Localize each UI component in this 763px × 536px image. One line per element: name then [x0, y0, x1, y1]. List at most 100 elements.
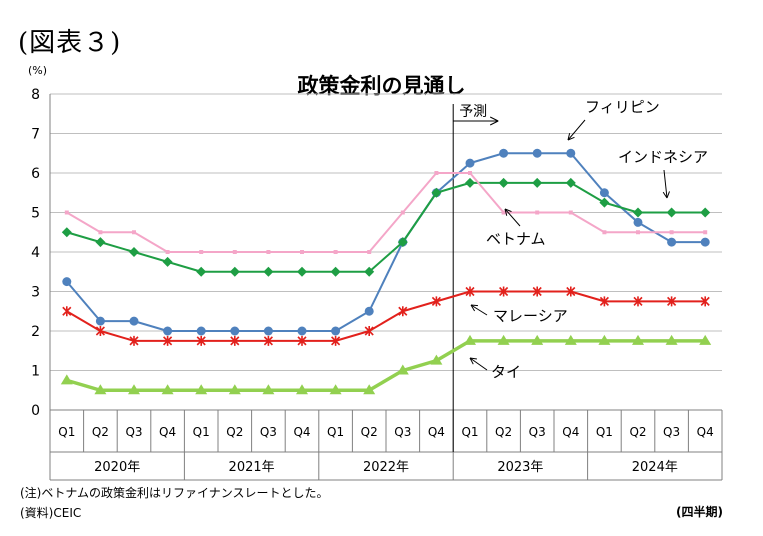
data-point [464, 334, 476, 345]
data-point [666, 207, 677, 218]
data-point [499, 148, 509, 158]
x-tick-label: Q4 [562, 425, 579, 439]
series-star [62, 286, 710, 346]
data-point [132, 230, 136, 235]
frequency-label: (四半期) [676, 505, 723, 519]
figure-label: (図表３) [18, 28, 122, 58]
data-point [398, 306, 408, 317]
x-tick-label: Q1 [596, 425, 613, 439]
data-point [599, 188, 609, 198]
annotation-arrowhead [662, 191, 670, 199]
annotation-arrowhead [470, 304, 479, 312]
data-point [263, 335, 273, 346]
data-point [599, 296, 609, 307]
data-point [95, 326, 105, 336]
x-tick-label: Q3 [260, 425, 277, 439]
series-square [64, 171, 708, 254]
x-tick-label: Q2 [92, 425, 109, 439]
x-tick-label: Q3 [529, 425, 546, 439]
series-line [66, 172, 706, 253]
data-point [230, 326, 240, 336]
data-point [329, 384, 342, 395]
data-point [532, 177, 543, 188]
series-label: マレーシア [493, 307, 568, 325]
data-point [566, 148, 576, 158]
data-point [532, 286, 542, 297]
data-point [300, 250, 304, 254]
y-tick-label: 3 [31, 285, 40, 301]
series-triangle [60, 334, 712, 395]
data-point [499, 286, 509, 297]
y-tick-label: 7 [31, 127, 40, 143]
series-line [66, 181, 706, 273]
data-point [665, 334, 678, 345]
data-point [434, 171, 439, 175]
data-point [228, 384, 241, 395]
data-point [330, 266, 341, 277]
data-point [667, 296, 677, 307]
y-tick-label: 5 [31, 206, 40, 222]
series-label: フィリピン [585, 98, 660, 116]
data-point [98, 230, 103, 235]
year-label: 2024年 [632, 460, 678, 475]
y-tick-label: 2 [31, 324, 40, 340]
year-label: 2023年 [497, 460, 543, 475]
data-point [62, 277, 72, 287]
y-axis-ticks: 0 1 2 3 4 5 6 7 8 [31, 87, 40, 419]
data-point [263, 326, 273, 336]
annotation-arrow [504, 208, 521, 227]
annotation-arrowhead [504, 208, 512, 216]
annotation-arrow [470, 304, 488, 316]
x-axis: Q1 Q2 Q3 Q4 Q1 Q2 Q3 Q4 Q1 Q2 Q3 Q4 Q1 Q2 Q3 Q4 Q1 Q2 Q3 Q4… [49, 94, 723, 481]
x-tick-label: Q1 [193, 425, 210, 439]
data-point [367, 250, 372, 254]
data-point [501, 210, 506, 215]
data-point [128, 384, 140, 395]
data-point [196, 335, 206, 346]
data-point [564, 334, 577, 345]
data-point [331, 335, 341, 346]
data-point [531, 334, 544, 345]
series-label: ベトナム [486, 230, 546, 248]
footnote-source: (資料)CEIC [20, 506, 82, 520]
data-point [129, 335, 139, 346]
data-point [364, 306, 374, 316]
data-point [602, 230, 607, 235]
data-point [62, 306, 72, 317]
footnote-note: (注)ベトナムの政策金利はリファイナンスレートとした。 [20, 486, 329, 500]
data-point [465, 177, 475, 188]
data-point [632, 334, 644, 345]
data-point [364, 266, 375, 277]
data-point [230, 335, 240, 346]
data-point [700, 237, 710, 247]
data-point [161, 384, 174, 395]
data-point [297, 266, 307, 277]
data-point [468, 171, 472, 175]
x-tick-label: Q4 [293, 425, 310, 439]
data-point [262, 384, 275, 395]
x-tick-label: Q3 [125, 425, 142, 439]
data-point [431, 187, 442, 198]
data-point [465, 158, 475, 168]
x-tick-label: Q3 [663, 425, 680, 439]
data-point [565, 177, 576, 188]
data-point [667, 237, 677, 247]
series-line [66, 152, 706, 332]
y-tick-label: 4 [31, 245, 40, 261]
data-point [669, 230, 674, 235]
data-point [397, 237, 408, 248]
y-tick-label: 8 [31, 87, 40, 103]
data-point [532, 148, 542, 158]
year-label: 2020年 [94, 460, 140, 475]
x-tick-label: Q2 [629, 425, 646, 439]
series-group [60, 148, 712, 395]
data-point [699, 334, 712, 345]
data-point [163, 326, 173, 336]
data-point [95, 316, 105, 326]
data-point [331, 326, 341, 336]
x-tick-label: Q1 [58, 425, 75, 439]
data-point [633, 217, 643, 227]
series-line [66, 339, 706, 392]
